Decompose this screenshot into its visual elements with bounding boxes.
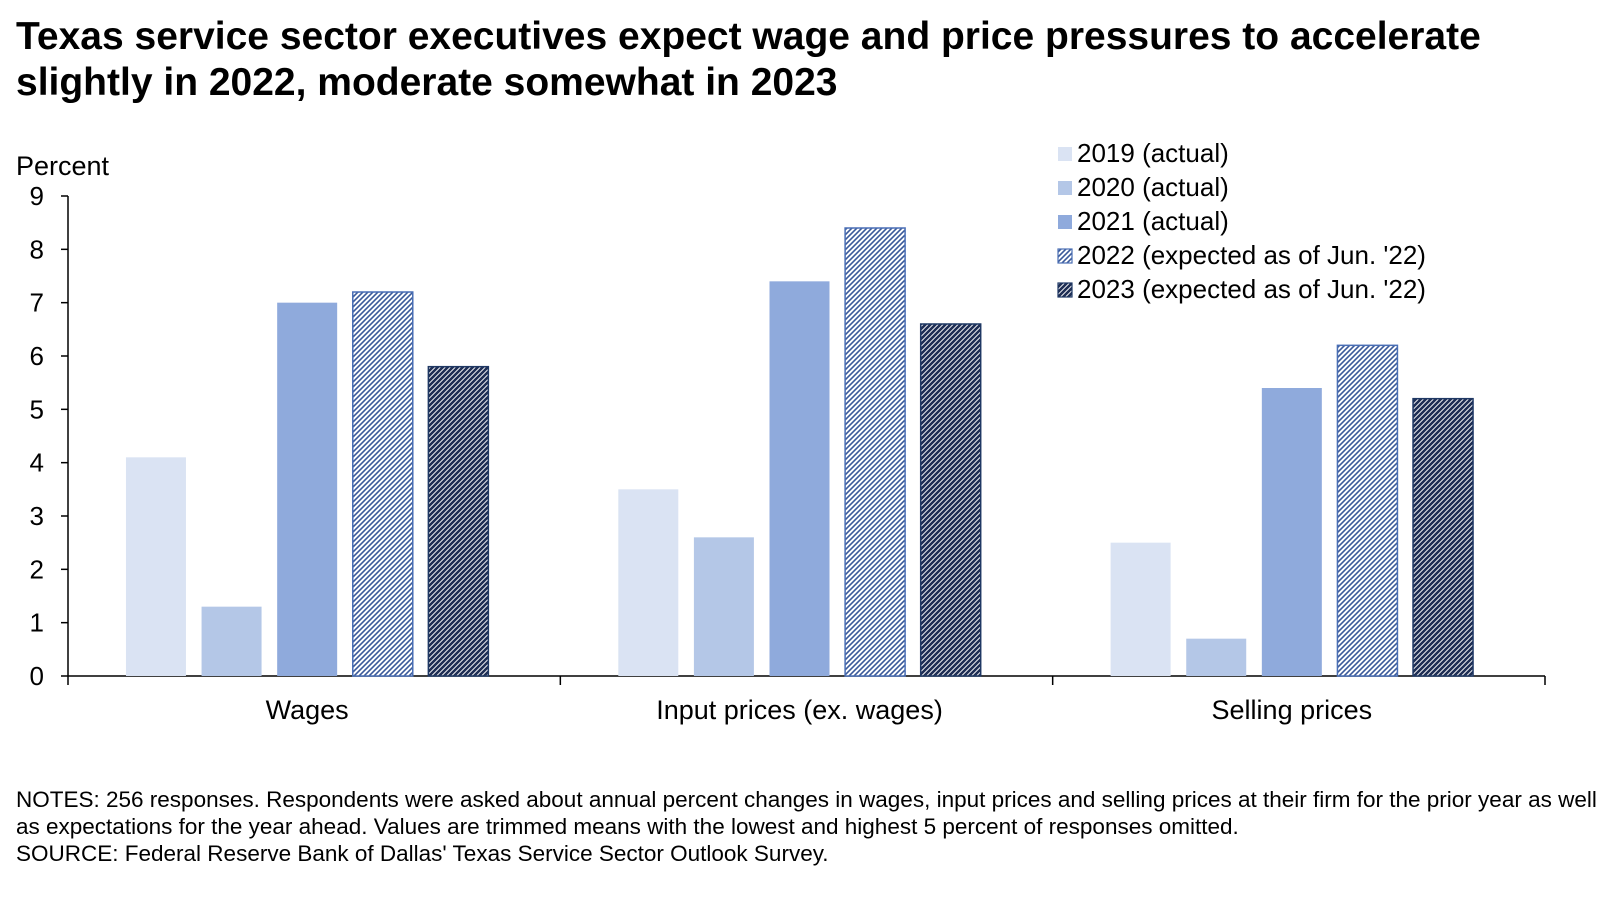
y-tick-label: 0 bbox=[30, 661, 44, 691]
bar-5-3 bbox=[1412, 397, 1474, 677]
legend-label: 2019 (actual) bbox=[1077, 138, 1229, 168]
y-tick-label: 2 bbox=[30, 554, 44, 584]
bar-4-2 bbox=[844, 227, 906, 677]
bar-5-1 bbox=[427, 365, 490, 677]
legend-label: 2020 (actual) bbox=[1077, 172, 1229, 202]
bar-1-2 bbox=[618, 489, 679, 676]
y-tick-label: 3 bbox=[30, 501, 44, 531]
bar-2-1 bbox=[201, 606, 262, 676]
bar-5-2 bbox=[919, 323, 982, 677]
y-tick-label: 6 bbox=[30, 341, 44, 371]
bar-3-3 bbox=[1261, 388, 1322, 676]
chart-notes: NOTES: 256 responses. Respondents were a… bbox=[16, 786, 1606, 867]
y-tick-label: 1 bbox=[30, 608, 44, 638]
legend-label: 2021 (actual) bbox=[1077, 206, 1229, 236]
y-tick-label: 4 bbox=[30, 448, 44, 478]
x-category-label: Wages bbox=[266, 695, 349, 725]
bar-2-3 bbox=[1186, 638, 1247, 676]
bar-1-3 bbox=[1110, 542, 1171, 676]
legend-swatch bbox=[1057, 282, 1073, 298]
bar-3-2 bbox=[769, 281, 830, 676]
bar-4-3 bbox=[1336, 344, 1399, 677]
y-axis-label: Percent bbox=[16, 151, 110, 181]
bar-4-1 bbox=[352, 291, 414, 677]
legend-swatch bbox=[1058, 181, 1072, 195]
bar-3-1 bbox=[277, 302, 338, 676]
source-text: SOURCE: Federal Reserve Bank of Dallas' … bbox=[16, 841, 829, 866]
x-category-label: Input prices (ex. wages) bbox=[656, 695, 943, 725]
y-tick-label: 5 bbox=[30, 394, 44, 424]
chart-title: Texas service sector executives expect w… bbox=[16, 15, 1481, 104]
y-tick-label: 8 bbox=[30, 234, 44, 264]
y-tick-label: 7 bbox=[30, 288, 44, 318]
bar-1-1 bbox=[125, 457, 186, 676]
bar-chart: Percent 0 1 2 3 4 5 6 7 8 9 Wages Input prices (ex.… bbox=[16, 138, 1546, 725]
notes-text: NOTES: 256 responses. Respondents were a… bbox=[16, 787, 1597, 839]
legend-swatch bbox=[1058, 215, 1072, 229]
legend-label: 2023 (expected as of Jun. '22) bbox=[1077, 274, 1426, 304]
legend-swatch bbox=[1058, 147, 1072, 161]
legend-label: 2022 (expected as of Jun. '22) bbox=[1077, 240, 1426, 270]
bar-2-2 bbox=[693, 537, 754, 676]
x-category-label: Selling prices bbox=[1212, 695, 1373, 725]
y-tick-label: 9 bbox=[30, 181, 44, 211]
legend-swatch bbox=[1057, 248, 1073, 264]
